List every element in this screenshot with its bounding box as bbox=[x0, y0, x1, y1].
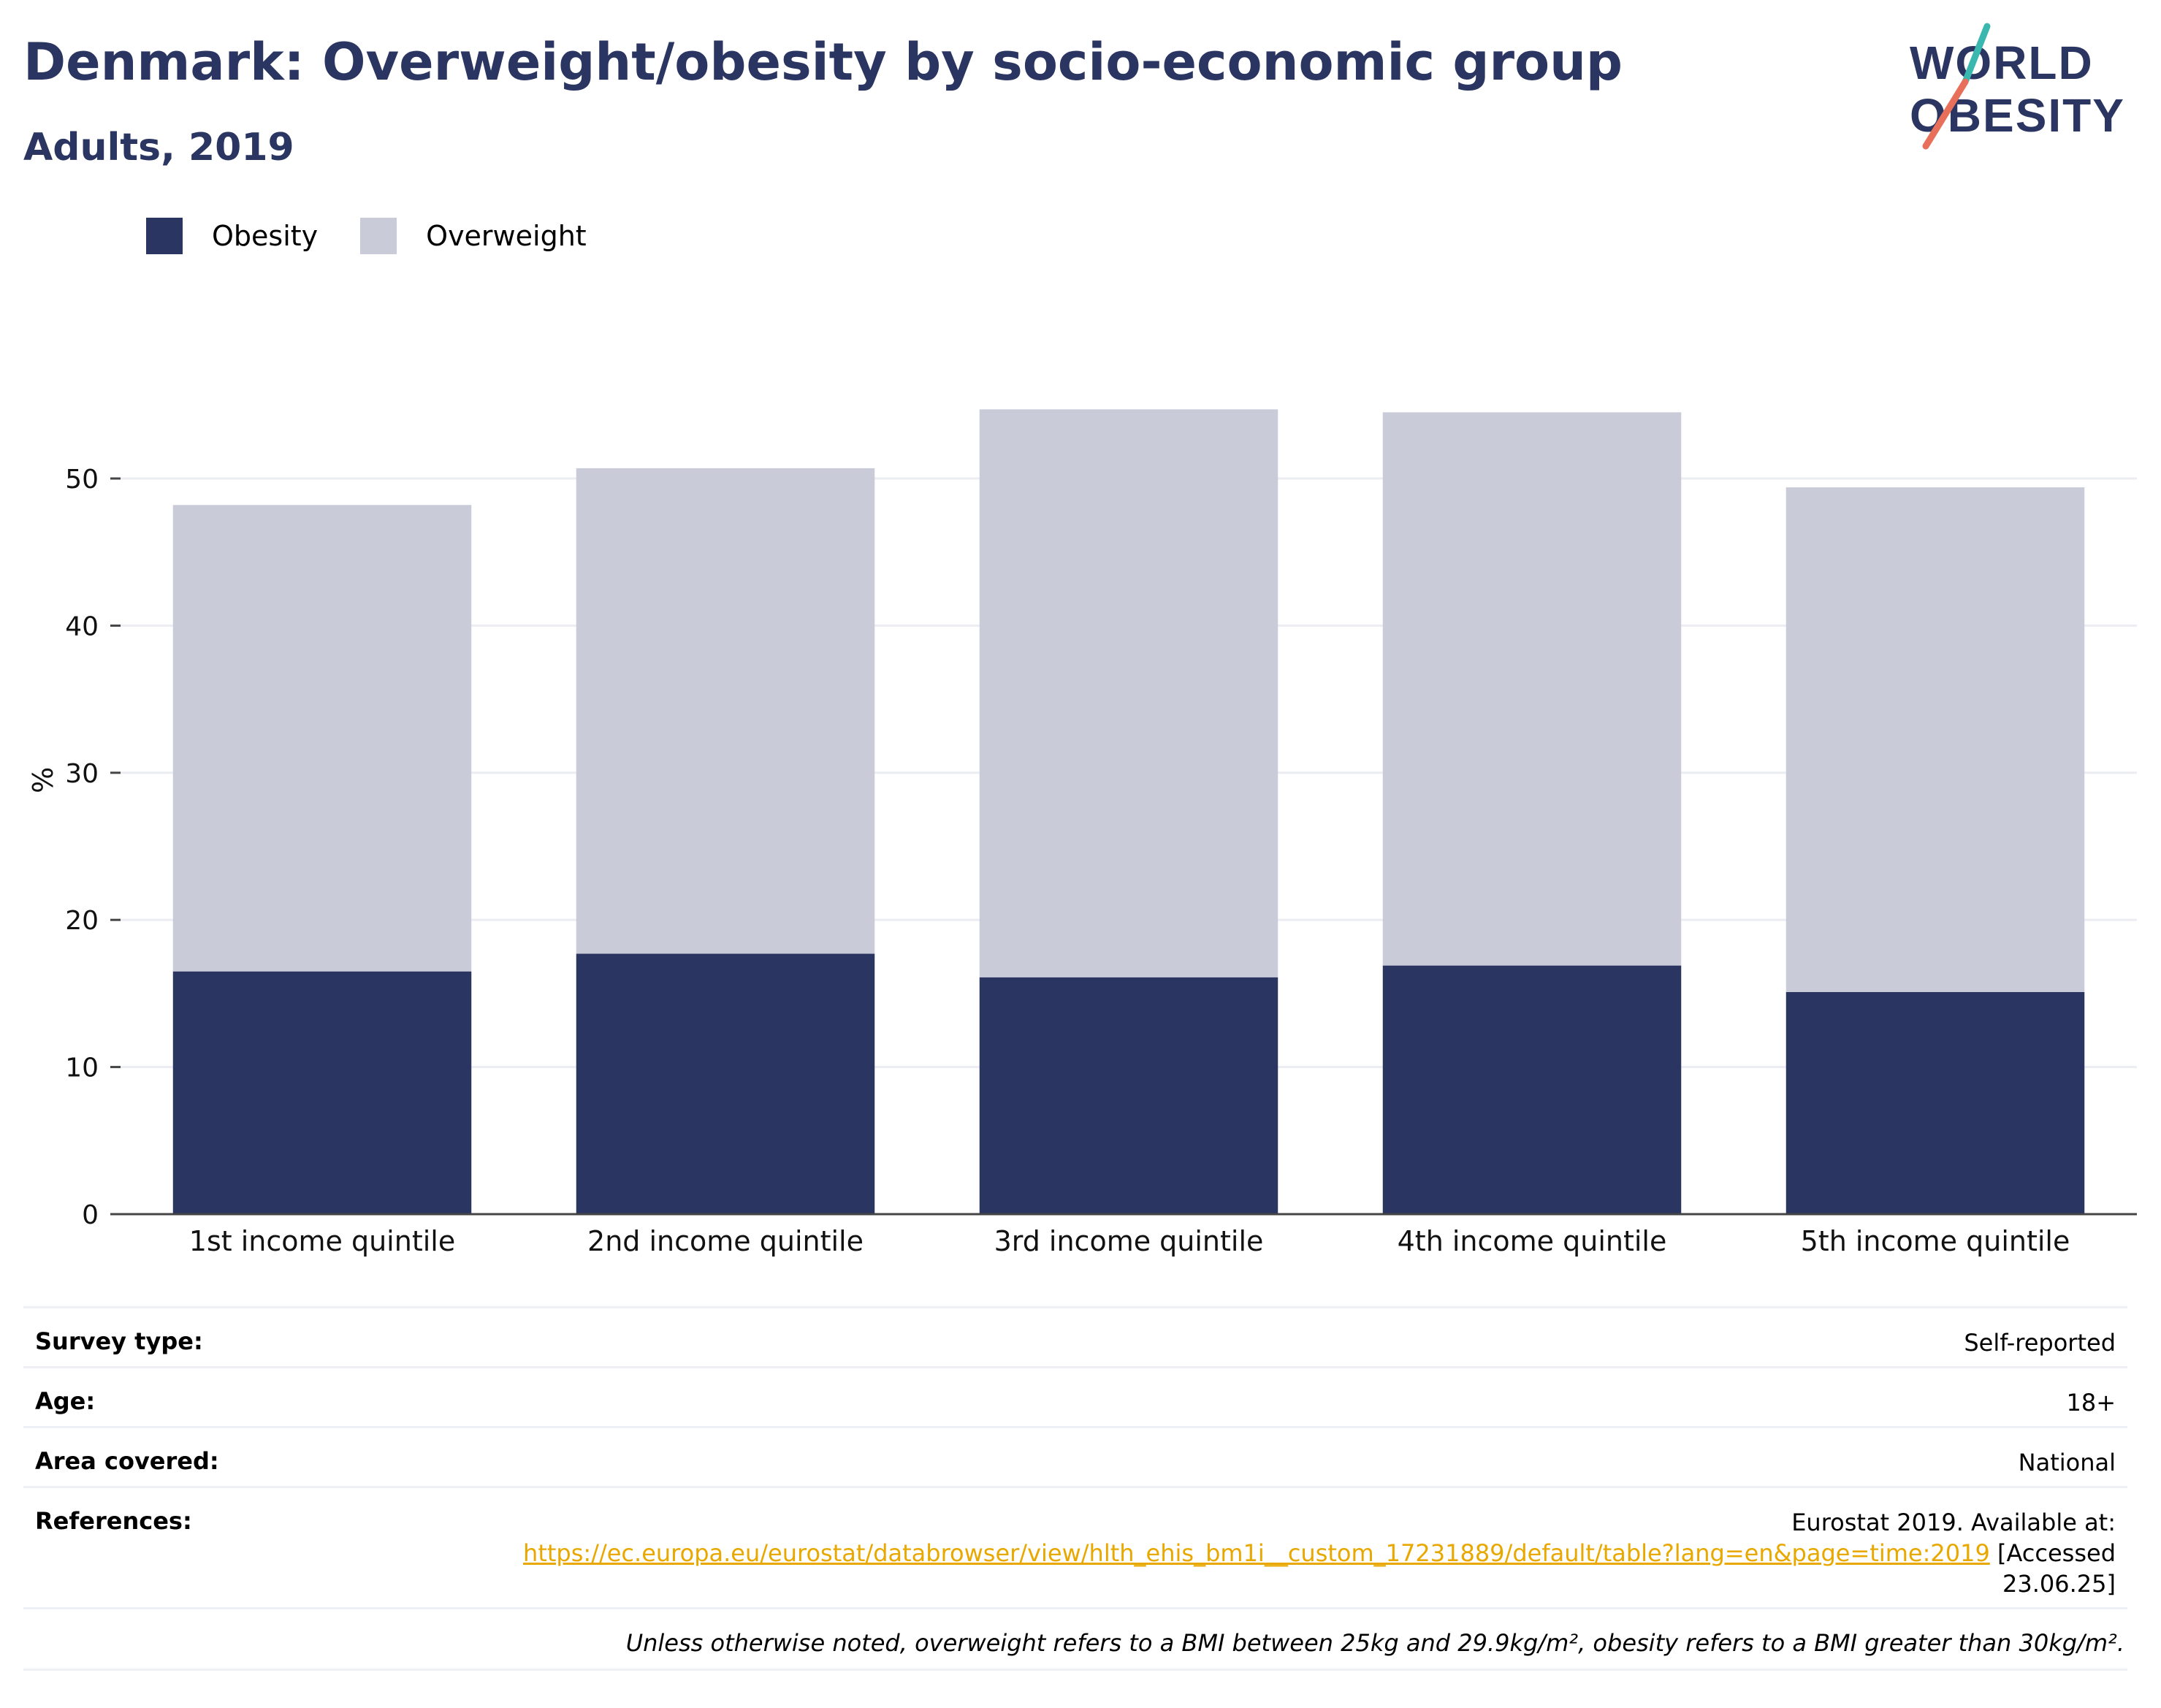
y-tick-label-0: 0 bbox=[82, 1200, 99, 1230]
y-tick-label-20: 20 bbox=[65, 906, 99, 936]
x-tick-label-5: 5th income quintile bbox=[1801, 1225, 2070, 1257]
bar-overweight-3 bbox=[979, 409, 1278, 977]
chart-subtitle: Adults, 2019 bbox=[23, 126, 294, 169]
legend-item-overweight[interactable]: Overweight bbox=[360, 218, 587, 254]
meta-row-age: Age: 18+ bbox=[23, 1366, 2127, 1428]
references-line3: 23.06.25] bbox=[2002, 1570, 2116, 1598]
bar-obesity-2 bbox=[576, 953, 875, 1214]
x-tick-label-4: 4th income quintile bbox=[1398, 1225, 1667, 1257]
meta-row-references: References: Eurostat 2019. Available at:… bbox=[23, 1486, 2127, 1609]
area-value: National bbox=[2018, 1449, 2116, 1476]
references-link[interactable]: https://ec.europa.eu/eurostat/databrowse… bbox=[523, 1539, 1990, 1567]
survey-type-value: Self-reported bbox=[1964, 1329, 2116, 1357]
survey-type-label: Survey type: bbox=[35, 1327, 203, 1355]
chart-legend: Obesity Overweight bbox=[146, 218, 629, 254]
references-value: Eurostat 2019. Available at: https://ec.… bbox=[523, 1507, 2116, 1599]
age-value: 18+ bbox=[2066, 1389, 2116, 1417]
y-tick-label-30: 30 bbox=[65, 759, 99, 789]
chart-title: Denmark: Overweight/obesity by socio-eco… bbox=[23, 32, 1623, 92]
y-tick-label-10: 10 bbox=[65, 1053, 99, 1083]
x-tick-label-1: 1st income quintile bbox=[189, 1225, 455, 1257]
bottom-divider bbox=[23, 1669, 2127, 1671]
area-label: Area covered: bbox=[35, 1447, 219, 1475]
legend-swatch-obesity bbox=[146, 218, 183, 254]
y-tick-label-40: 40 bbox=[65, 611, 99, 641]
y-axis-label: % bbox=[27, 767, 59, 793]
x-tick-label-3: 3rd income quintile bbox=[994, 1225, 1264, 1257]
legend-label-overweight: Overweight bbox=[426, 220, 587, 252]
y-tick-label-50: 50 bbox=[65, 465, 99, 495]
bar-obesity-1 bbox=[172, 971, 472, 1214]
world-obesity-logo: WORLD OBESITY bbox=[1910, 23, 2124, 150]
svg-text:WORLD: WORLD bbox=[1910, 37, 2094, 89]
bmi-definition-note: Unless otherwise noted, overweight refer… bbox=[625, 1629, 2124, 1657]
references-line1: Eurostat 2019. Available at: bbox=[1791, 1509, 2116, 1536]
meta-row-note-divider bbox=[23, 1607, 2127, 1610]
references-line2: https://ec.europa.eu/eurostat/databrowse… bbox=[523, 1538, 2116, 1568]
bar-overweight-1 bbox=[172, 505, 472, 972]
bar-obesity-3 bbox=[979, 977, 1278, 1214]
x-tick-label-2: 2nd income quintile bbox=[587, 1225, 864, 1257]
bar-overweight-2 bbox=[576, 468, 875, 954]
bar-overweight-4 bbox=[1382, 412, 1682, 966]
meta-row-area: Area covered: National bbox=[23, 1426, 2127, 1488]
bar-overweight-5 bbox=[1785, 487, 2085, 992]
legend-label-obesity: Obesity bbox=[212, 220, 319, 252]
references-accessed: [Accessed bbox=[1989, 1539, 2116, 1567]
meta-row-survey-type: Survey type: Self-reported bbox=[23, 1306, 2127, 1368]
references-label: References: bbox=[35, 1507, 192, 1535]
age-label: Age: bbox=[35, 1387, 96, 1415]
bar-obesity-5 bbox=[1785, 991, 2085, 1214]
legend-swatch-overweight bbox=[360, 218, 397, 254]
bar-chart: 0 10 20 30 40 50% 1st income quintile 2nd incom… bbox=[27, 409, 2137, 1257]
legend-item-obesity[interactable]: Obesity bbox=[146, 218, 318, 254]
bar-obesity-4 bbox=[1382, 965, 1682, 1214]
